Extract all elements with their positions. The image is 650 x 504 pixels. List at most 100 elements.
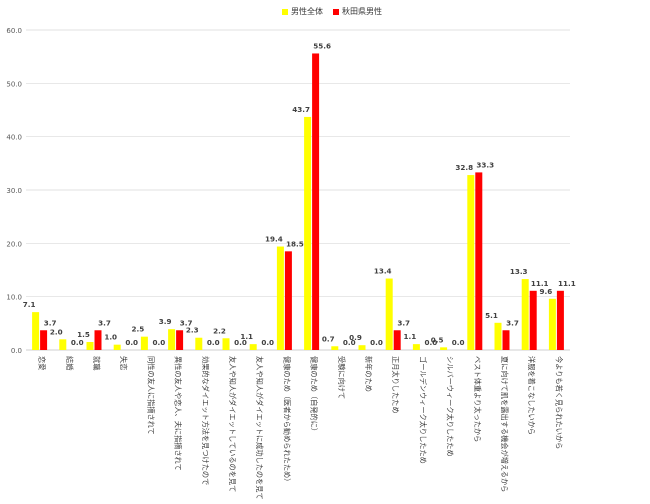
bar-series-1 bbox=[140, 336, 148, 350]
legend-item-series-1: 男性全体 bbox=[282, 6, 323, 17]
data-label: 18.5 bbox=[286, 239, 304, 248]
legend-label-series-1: 男性全体 bbox=[291, 7, 323, 16]
bar-series-1 bbox=[86, 342, 94, 350]
bar-series-1 bbox=[249, 344, 257, 350]
data-label: 0.0 bbox=[153, 338, 166, 347]
category-label: 正月太りしたため bbox=[391, 356, 400, 414]
category-label: 同性の友人に指摘されて bbox=[146, 356, 155, 435]
data-label: 3.9 bbox=[159, 317, 172, 326]
data-label: 3.7 bbox=[397, 318, 410, 327]
bar-series-1 bbox=[385, 278, 393, 350]
bar-series-1 bbox=[113, 344, 121, 350]
category-label: 洋服を着こなしたいから bbox=[527, 356, 536, 435]
bar-series-1 bbox=[59, 339, 67, 350]
bar-series-2 bbox=[312, 53, 320, 350]
data-label: 13.3 bbox=[510, 267, 528, 276]
category-label: 夏に向けて肌を露出する機会が増えるから bbox=[500, 356, 509, 492]
data-label: 3.7 bbox=[506, 318, 519, 327]
bar-series-2 bbox=[475, 172, 483, 350]
legend-label-series-2: 秋田県男性 bbox=[342, 7, 382, 16]
legend: 男性全体 秋田県男性 bbox=[282, 6, 382, 17]
data-label: 0.0 bbox=[234, 338, 247, 347]
bar-series-2 bbox=[393, 330, 401, 350]
data-label: 5.1 bbox=[485, 311, 498, 320]
category-label: 受験に向けて bbox=[337, 356, 346, 399]
category-label: 友人や知人がダイエットに成功したのを見て bbox=[255, 356, 264, 500]
data-label: 0.9 bbox=[349, 333, 362, 342]
bar-series-1 bbox=[331, 346, 339, 350]
data-label: 32.8 bbox=[455, 163, 473, 172]
category-label: ベスト体重より太ったから bbox=[473, 356, 482, 442]
bar-series-2 bbox=[284, 251, 292, 350]
category-label: シルバーウィーク太りしたため bbox=[446, 356, 455, 457]
category-label: 就職 bbox=[92, 356, 101, 370]
bar-series-2 bbox=[94, 330, 102, 350]
data-label: 13.4 bbox=[374, 267, 392, 276]
data-label: 11.1 bbox=[558, 279, 576, 288]
legend-swatch-series-1 bbox=[282, 8, 288, 15]
data-label: 3.7 bbox=[98, 318, 111, 327]
data-label: 0.0 bbox=[261, 338, 274, 347]
data-label: 33.3 bbox=[476, 160, 494, 169]
bar-series-1 bbox=[168, 329, 176, 350]
data-label: 11.1 bbox=[531, 279, 549, 288]
category-label: 結婚 bbox=[65, 356, 74, 370]
data-label: 7.1 bbox=[23, 300, 36, 309]
data-label: 0.0 bbox=[370, 338, 383, 347]
legend-swatch-series-2 bbox=[333, 8, 339, 15]
category-label: 失恋 bbox=[119, 356, 128, 370]
bar-series-1 bbox=[521, 279, 529, 350]
category-label: 効果的なダイエット方法を見つけたので bbox=[201, 356, 210, 485]
data-label: 0.5 bbox=[431, 335, 444, 344]
category-label: 友人や知人がダイエットしているのを見て bbox=[228, 356, 237, 492]
category-label: 異性の友人や恋人、夫に指摘されて bbox=[174, 356, 183, 471]
y-tick-label: 0.0 bbox=[11, 347, 22, 355]
data-label: 43.7 bbox=[292, 105, 310, 114]
bar-series-1 bbox=[304, 116, 312, 350]
bar-series-2 bbox=[40, 330, 48, 350]
bar-series-1 bbox=[276, 246, 284, 350]
category-label: 健康のため（医者から勧められたため） bbox=[282, 356, 291, 485]
y-tick-label: 50.0 bbox=[6, 80, 22, 88]
data-label: 0.7 bbox=[322, 334, 335, 343]
legend-item-series-2: 秋田県男性 bbox=[333, 6, 382, 17]
data-label: 0.0 bbox=[71, 338, 84, 347]
data-label: 0.0 bbox=[207, 338, 220, 347]
data-label: 19.4 bbox=[265, 235, 283, 244]
data-label: 0.0 bbox=[425, 338, 438, 347]
data-label: 1.5 bbox=[77, 330, 90, 339]
data-label: 3.7 bbox=[180, 318, 193, 327]
data-label: 1.1 bbox=[404, 332, 417, 341]
y-tick-label: 20.0 bbox=[6, 240, 22, 248]
bar-series-2 bbox=[502, 330, 510, 350]
bar-series-1 bbox=[222, 338, 230, 350]
data-label: 9.6 bbox=[540, 287, 553, 296]
bar-series-2 bbox=[556, 290, 564, 350]
data-label: 2.3 bbox=[186, 326, 199, 335]
data-label: 2.2 bbox=[213, 326, 226, 335]
data-label: 1.1 bbox=[240, 332, 253, 341]
data-label: 0.0 bbox=[343, 338, 356, 347]
data-label: 1.0 bbox=[104, 333, 117, 342]
y-tick-label: 40.0 bbox=[6, 134, 22, 142]
data-label: 0.0 bbox=[125, 338, 138, 347]
category-label: 今よりも若く見られたいから bbox=[554, 356, 563, 449]
y-tick-label: 10.0 bbox=[6, 294, 22, 302]
bar-series-1 bbox=[548, 298, 556, 350]
data-label: 0.0 bbox=[452, 338, 465, 347]
category-label: ゴールデンウィーク太りしたため bbox=[418, 356, 427, 464]
data-label: 2.0 bbox=[50, 327, 63, 336]
y-tick-label: 30.0 bbox=[6, 187, 22, 195]
bar-series-1 bbox=[32, 312, 40, 350]
category-label: 健康のため（自発的に） bbox=[310, 356, 319, 435]
bar-series-1 bbox=[195, 337, 203, 350]
data-label: 2.5 bbox=[132, 325, 145, 334]
bar-series-1 bbox=[494, 322, 502, 350]
bar-series-1 bbox=[412, 344, 420, 350]
y-tick-label: 60.0 bbox=[6, 27, 22, 35]
bar-series-1 bbox=[467, 175, 475, 350]
category-label: 恋愛 bbox=[38, 356, 47, 370]
bar-series-1 bbox=[358, 345, 366, 350]
bar-series-2 bbox=[176, 330, 184, 350]
